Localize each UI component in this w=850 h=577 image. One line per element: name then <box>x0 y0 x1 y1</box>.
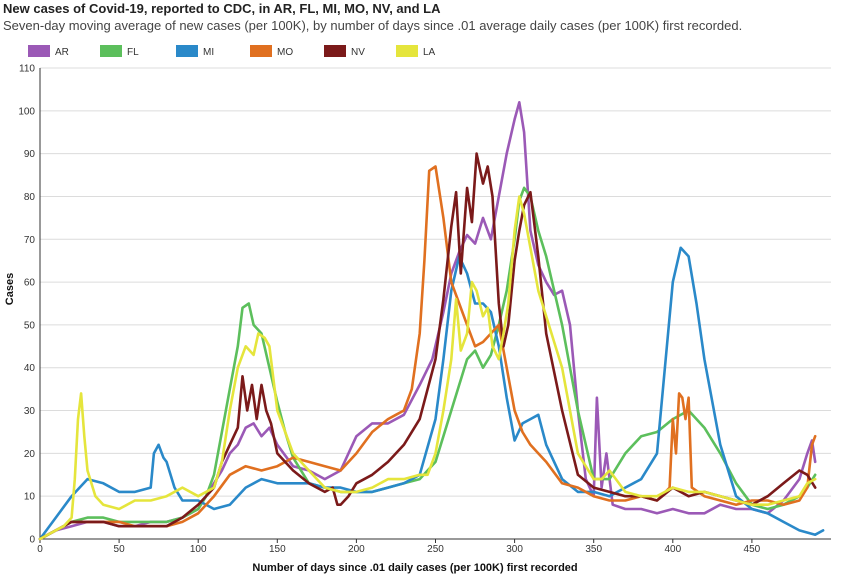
grid-lines <box>40 67 831 540</box>
x-tick-label: 300 <box>506 544 523 555</box>
y-tick-label: 50 <box>24 320 36 331</box>
y-tick-label: 90 <box>24 149 36 160</box>
axes: 0 10 20 30 40 50 60 70 80 90 100 110 0 50 100 150 200 250… <box>18 64 831 555</box>
chart-title: New cases of Covid-19, reported to CDC, … <box>3 1 441 16</box>
legend-swatch-mo <box>250 45 272 57</box>
y-tick-label: 110 <box>19 64 35 75</box>
chart-subtitle: Seven-day moving average of new cases (p… <box>3 18 743 33</box>
legend-label-mi: MI <box>203 47 214 58</box>
x-tick-label: 350 <box>585 544 602 555</box>
legend-swatch-fl <box>100 45 122 57</box>
y-tick-label: 100 <box>18 106 35 117</box>
x-tick-label: 0 <box>37 544 43 555</box>
series-line-mo <box>38 165 817 541</box>
legend-label-ar: AR <box>55 47 69 58</box>
x-axis-title: Number of days since .01 daily cases (pe… <box>252 562 577 574</box>
x-tick-label: 200 <box>348 544 365 555</box>
legend-label-mo: MO <box>277 47 293 58</box>
x-tick-label: 50 <box>114 544 126 555</box>
x-tick-label: 450 <box>744 544 761 555</box>
legend-label-la: LA <box>423 47 436 58</box>
x-tick-label: 100 <box>190 544 207 555</box>
series-lines <box>38 101 825 541</box>
y-tick-label: 10 <box>24 492 36 503</box>
y-axis-title: Cases <box>4 273 16 305</box>
y-tick-label: 60 <box>24 278 36 289</box>
series-line-la <box>38 195 817 541</box>
y-tick-label: 0 <box>29 535 35 546</box>
y-tick-label: 40 <box>24 363 36 374</box>
legend: AR FL MI MO NV LA <box>28 45 436 58</box>
legend-label-nv: NV <box>351 47 365 58</box>
y-tick-label: 20 <box>24 449 36 460</box>
legend-swatch-la <box>396 45 418 57</box>
y-tick-label: 30 <box>24 406 36 417</box>
legend-swatch-nv <box>324 45 346 57</box>
x-tick-label: 400 <box>664 544 681 555</box>
series-line-fl <box>38 186 817 541</box>
x-tick-label: 150 <box>269 544 286 555</box>
legend-swatch-mi <box>176 45 198 57</box>
x-tick-label: 250 <box>427 544 444 555</box>
legend-swatch-ar <box>28 45 50 57</box>
legend-label-fl: FL <box>127 47 139 58</box>
y-tick-label: 70 <box>24 235 36 246</box>
y-tick-label: 80 <box>24 192 36 203</box>
